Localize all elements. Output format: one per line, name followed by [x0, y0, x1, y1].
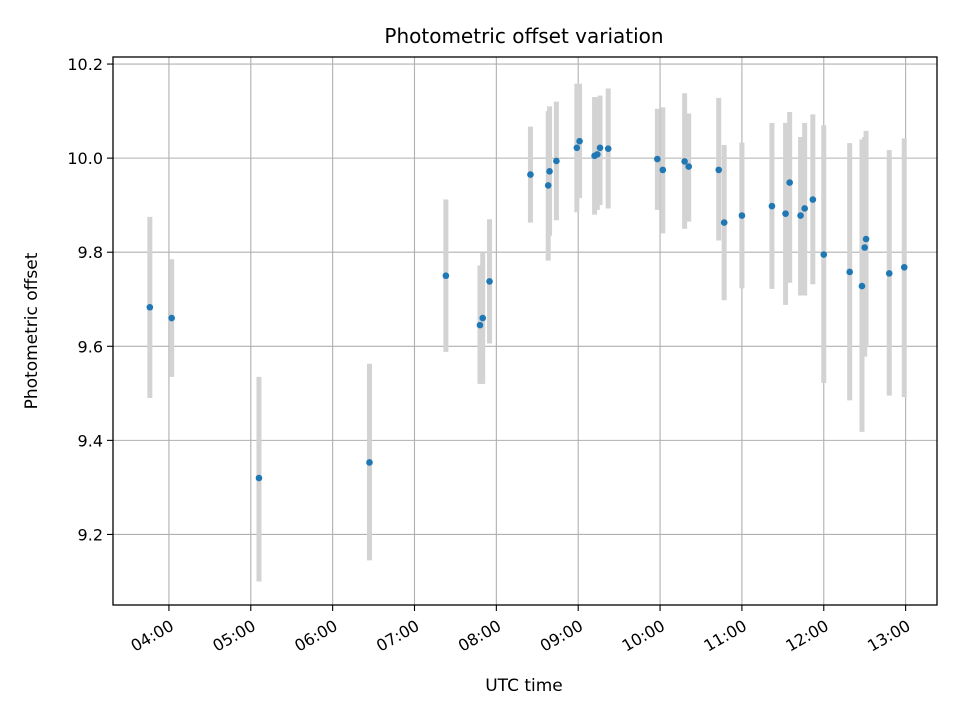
data-point: [553, 157, 560, 165]
data-point: [486, 278, 493, 285]
data-point: [604, 145, 612, 153]
data-point: [797, 212, 804, 219]
data-point: [544, 182, 552, 189]
plot-area-frame: [112, 56, 938, 606]
data-point: [786, 179, 793, 186]
y-tick-label: 9.4: [78, 431, 103, 450]
data-point: [846, 268, 853, 276]
data-points: [146, 137, 908, 482]
chart-title: Photometric offset variation: [384, 24, 663, 48]
data-point: [527, 171, 534, 178]
y-axis-title: Photometric offset: [22, 252, 42, 409]
x-tick-label: 11:00: [700, 616, 749, 656]
y-tick-label: 10.2: [67, 55, 103, 74]
data-point: [820, 251, 828, 258]
data-point: [576, 137, 583, 145]
data-point: [146, 303, 154, 311]
data-point: [594, 151, 601, 158]
data-point: [900, 263, 908, 271]
data-point: [681, 158, 688, 165]
data-point: [801, 205, 808, 212]
data-point: [479, 314, 487, 322]
y-axis-ticks: 9.2 9.4 9.6 9.8 10.0 10.2: [67, 55, 113, 544]
x-tick-label: 13:00: [864, 616, 913, 656]
data-point: [809, 196, 817, 203]
data-point: [885, 270, 893, 277]
x-axis-ticks: 04:00 05:00 06:00 07:00 08:00 09:00 10:00 11:00…: [128, 605, 914, 656]
data-point: [861, 244, 868, 251]
data-point: [255, 474, 263, 482]
x-tick-label: 04:00: [128, 616, 177, 656]
y-tick-label: 9.2: [78, 525, 103, 544]
y-tick-label: 10.0: [67, 149, 103, 168]
data-point: [596, 144, 604, 152]
x-tick-label: 10:00: [619, 616, 668, 656]
data-point: [862, 235, 870, 243]
data-point: [768, 202, 776, 210]
data-point: [442, 272, 450, 280]
y-tick-label: 9.6: [78, 337, 103, 356]
x-tick-label: 09:00: [537, 616, 586, 656]
data-point: [720, 219, 728, 226]
x-axis-title: UTC time: [485, 676, 563, 696]
data-point: [715, 166, 723, 174]
data-point: [476, 321, 484, 329]
data-point: [546, 168, 553, 175]
data-point: [366, 459, 373, 466]
data-point: [168, 314, 175, 322]
data-point: [858, 282, 866, 290]
data-point: [654, 155, 661, 163]
y-tick-label: 9.8: [78, 243, 103, 262]
x-tick-label: 06:00: [291, 616, 340, 656]
x-tick-label: 05:00: [209, 616, 258, 656]
data-point: [738, 212, 746, 219]
data-point: [782, 210, 789, 217]
data-point: [659, 166, 667, 174]
data-point: [685, 163, 693, 170]
x-tick-label: 07:00: [373, 616, 422, 656]
x-tick-label: 08:00: [455, 616, 504, 656]
data-point: [573, 144, 581, 152]
x-tick-label: 12:00: [782, 616, 831, 656]
